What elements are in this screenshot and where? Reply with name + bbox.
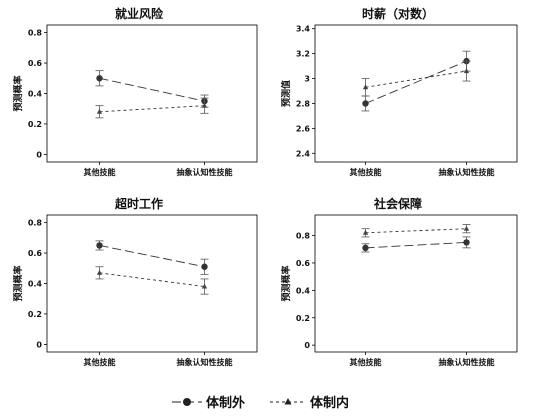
y-tick-label: 3.4 (296, 25, 311, 34)
legend-circle-marker (183, 398, 191, 406)
data-point-triangle (96, 108, 103, 114)
data-point-circle (362, 244, 369, 252)
y-tick-label: 3 (304, 75, 310, 84)
y-tick-label: 2.4 (296, 149, 311, 158)
y-tick-label: 0.6 (28, 59, 43, 68)
legend-triangle-marker (284, 398, 292, 405)
y-tick-label: 3.2 (296, 50, 310, 59)
data-point-triangle (96, 269, 103, 275)
y-axis-label: 预测概率 (12, 265, 24, 301)
y-tick-label: 0 (304, 341, 310, 350)
y-tick-label: 0.6 (296, 259, 311, 268)
panel-2: 时薪（对数） 预测值 2.4 2.6 2.8 3 3.2 3.4 其他技能 抽象认知性技能 (280, 6, 518, 177)
y-tick-label: 0.4 (28, 90, 43, 99)
x-tick-label: 其他技能 (350, 357, 382, 367)
data-point-triangle (362, 229, 369, 235)
y-tick-label: 2.8 (296, 99, 311, 108)
series-line-outside (365, 60, 467, 104)
plot-frame (46, 24, 258, 163)
series-line-inside (99, 272, 205, 287)
y-tick-label: 0.8 (28, 29, 43, 38)
x-tick-label: 抽象认知性技能 (439, 167, 495, 177)
y-tick-label: 0.4 (296, 286, 311, 295)
data-point-circle (96, 75, 103, 82)
y-axis-label: 预测概率 (12, 75, 24, 111)
y-tick-label: 0.2 (28, 120, 42, 129)
data-point-triangle (463, 68, 470, 74)
y-tick-label: 0 (36, 340, 42, 349)
x-tick-label: 其他技能 (84, 167, 116, 177)
series-line-inside (99, 105, 205, 113)
y-tick-label: 0 (36, 150, 42, 159)
panel-title: 社会保障 (373, 196, 422, 211)
legend-label-outside: 体制外 (206, 395, 245, 411)
series-line-outside (99, 245, 205, 268)
y-tick-label: 0.8 (28, 219, 43, 228)
data-point-triangle (201, 283, 208, 289)
series-line-outside (365, 241, 467, 249)
legend-label-inside: 体制内 (310, 395, 349, 411)
legend: 体制外 体制内 (172, 395, 349, 411)
data-point-circle (463, 239, 470, 246)
plot-frame (314, 24, 518, 163)
panel-title: 时薪（对数） (362, 6, 434, 21)
data-point-triangle (201, 102, 208, 108)
x-tick-label: 其他技能 (350, 167, 382, 177)
y-tick-label: 2.6 (296, 124, 311, 133)
data-point-circle (362, 100, 369, 107)
panel-title: 就业风险 (115, 6, 164, 21)
data-point-triangle (463, 225, 470, 231)
series-line-inside (365, 228, 467, 234)
data-point-circle (96, 242, 103, 249)
series-line-outside (99, 77, 205, 102)
y-tick-label: 0.8 (296, 232, 311, 241)
data-point-triangle (362, 84, 369, 90)
y-tick-label: 0.4 (28, 280, 43, 289)
y-tick-label: 0.6 (28, 249, 43, 258)
x-tick-label: 抽象认知性技能 (177, 167, 233, 177)
data-point-circle (201, 263, 208, 270)
x-tick-label: 其他技能 (84, 357, 116, 367)
y-axis-label: 预测值 (280, 80, 292, 107)
panel-title: 超时工作 (114, 196, 163, 211)
series-line-inside (365, 70, 467, 88)
x-tick-label: 抽象认知性技能 (177, 357, 233, 367)
plot-frame (46, 214, 258, 353)
x-tick-label: 抽象认知性技能 (439, 357, 495, 367)
y-tick-label: 0.2 (28, 310, 42, 319)
y-axis-label: 预测概率 (280, 265, 292, 301)
y-tick-label: 0.2 (296, 314, 310, 323)
plot-frame (314, 214, 518, 353)
